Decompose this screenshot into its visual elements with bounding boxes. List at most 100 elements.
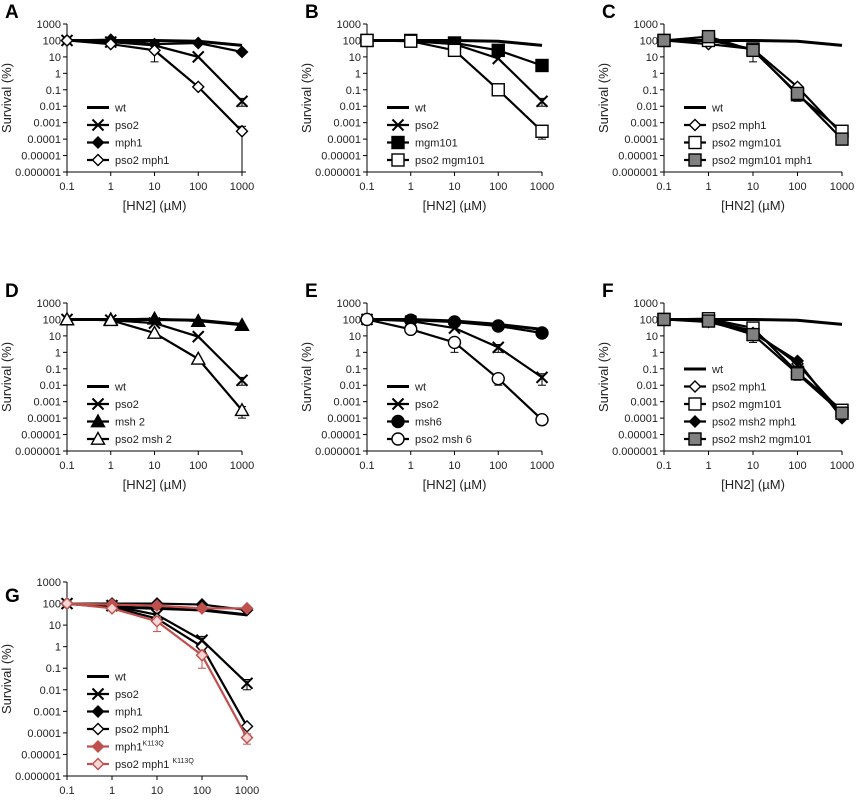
legend-label: pso2 mgm101 mph1 bbox=[712, 155, 812, 167]
x-tick-label: 0.1 bbox=[359, 181, 374, 193]
legend-item: wt bbox=[87, 103, 126, 115]
legend-label-text: pso2 mph1 bbox=[115, 724, 169, 736]
legend-item: pso2 mph1 bbox=[87, 722, 169, 736]
legend-label-text: wt bbox=[414, 103, 426, 115]
y-tick-label: 10 bbox=[49, 52, 61, 64]
legend-label-text: pso2 bbox=[115, 689, 139, 701]
data-point bbox=[746, 43, 760, 58]
legend-swatch-marker bbox=[91, 705, 105, 718]
y-axis-title: Survival (%) bbox=[0, 342, 14, 412]
data-point bbox=[791, 354, 804, 368]
x-tick-label: 10 bbox=[747, 181, 759, 193]
data-point bbox=[447, 43, 462, 58]
data-point bbox=[59, 311, 75, 326]
series-pso2-mgm101-mph1 bbox=[657, 29, 849, 146]
legend-label-text: mph1 bbox=[115, 138, 143, 150]
y-tick-label: 1 bbox=[652, 347, 658, 359]
legend-swatch-marker bbox=[91, 153, 105, 167]
x-tick-label: 1 bbox=[408, 460, 414, 472]
data-point bbox=[535, 124, 549, 138]
data-point bbox=[150, 599, 164, 613]
x-tick-label: 1000 bbox=[830, 460, 854, 472]
legend-item: wt bbox=[87, 382, 126, 394]
y-tick-label: 0.1 bbox=[346, 364, 361, 376]
chart-panel-g: G 1000 100 10 1 0.1 0.01 0.001 0.0001 0.00001 0.00… bbox=[0, 577, 259, 797]
data-point-b bbox=[492, 341, 505, 354]
legend-label: mgm101 bbox=[415, 138, 458, 150]
legend-label: msh6 bbox=[415, 417, 442, 429]
data-point bbox=[60, 33, 74, 47]
data-point bbox=[234, 402, 250, 417]
panel-letter: E bbox=[305, 281, 318, 302]
data-point-b bbox=[235, 374, 249, 387]
legend-label: wt bbox=[414, 382, 426, 394]
legend-swatch-marker bbox=[391, 432, 405, 446]
x-tick-label: 100 bbox=[189, 181, 207, 193]
legend-label: pso2 bbox=[115, 399, 139, 411]
legend-swatch-marker bbox=[688, 397, 702, 411]
data-point bbox=[491, 83, 505, 97]
y-tick-label: 0.001 bbox=[33, 706, 61, 718]
legend-label: wt bbox=[114, 672, 126, 684]
data-point bbox=[146, 310, 163, 325]
legend-item: mph1K113Q bbox=[87, 740, 164, 754]
x-axis-title: [HN2] (µM) bbox=[423, 477, 487, 492]
x-tick-label: 10 bbox=[448, 460, 460, 472]
legend-label: wt bbox=[114, 382, 126, 394]
x-tick-label: 0.1 bbox=[59, 181, 74, 193]
legend-item: pso2 bbox=[87, 118, 139, 132]
legend-item: pso2 bbox=[87, 687, 139, 701]
legend-swatch-marker bbox=[391, 153, 405, 167]
y-tick-label: 0.1 bbox=[643, 85, 658, 97]
y-tick-label: 0.001 bbox=[630, 397, 658, 409]
data-point bbox=[240, 731, 254, 745]
chart-panel-f: F 1000 100 10 1 0.1 0.01 0.001 0.0001 0.00001 0.00… bbox=[596, 281, 854, 492]
x-tick-label: 0.1 bbox=[59, 785, 74, 797]
legend-label-text: pso2 mgm101 bbox=[712, 138, 782, 150]
legend-label: pso2 mgm101 bbox=[712, 399, 782, 411]
data-point bbox=[746, 327, 760, 342]
data-point bbox=[360, 33, 374, 48]
legend-label-superscript: K113Q bbox=[172, 758, 194, 765]
data-point bbox=[790, 367, 805, 381]
legend-label-text: pso2 mph1 bbox=[712, 382, 766, 394]
legend-label: pso2 mgm101 bbox=[415, 155, 485, 167]
legend-label-text: wt bbox=[114, 672, 126, 684]
x-tick-label: 1 bbox=[108, 460, 114, 472]
y-tick-label: 0.1 bbox=[46, 663, 61, 675]
panel-letter: F bbox=[602, 281, 614, 302]
legend-swatch-marker bbox=[391, 414, 405, 429]
y-tick-label: 1000 bbox=[37, 19, 61, 31]
y-tick-label: 0.001 bbox=[33, 397, 61, 409]
chart-panel-c: C 1000 100 10 1 0.1 0.01 0.001 0.0001 0.00001 0.00… bbox=[596, 2, 854, 213]
x-axis-title: [HN2] (µM) bbox=[721, 198, 785, 213]
x-tick-label: 1 bbox=[108, 181, 114, 193]
legend-label: mph1 bbox=[115, 138, 143, 150]
legend-item: pso2 mgm101 bbox=[387, 153, 485, 167]
legend-swatch-marker bbox=[688, 153, 702, 167]
legend-item: wt bbox=[684, 103, 723, 115]
data-point bbox=[835, 132, 849, 146]
legend-swatch-marker bbox=[90, 413, 106, 428]
y-tick-label: 100 bbox=[640, 35, 658, 47]
chart-panel-e: E 1000 100 10 1 0.1 0.01 0.001 0.0001 0.00001 0.00… bbox=[299, 281, 554, 492]
y-tick-label: 1000 bbox=[634, 19, 658, 31]
y-tick-label: 0.001 bbox=[630, 118, 658, 130]
y-tick-label: 0.00001 bbox=[21, 749, 61, 761]
legend-item: pso2 mgm101 bbox=[684, 397, 782, 411]
y-tick-label: 1 bbox=[55, 642, 61, 654]
legend-label-text: pso2 bbox=[415, 120, 439, 132]
legend-label-text: pso2 bbox=[115, 120, 139, 132]
data-point bbox=[535, 413, 549, 427]
legend-item: msh 2 bbox=[87, 413, 145, 429]
legend-label-text: pso2 mgm101 mph1 bbox=[712, 155, 812, 167]
legend-item: pso2 bbox=[387, 118, 439, 132]
y-tick-label: 0.0001 bbox=[624, 413, 658, 425]
legend-label-text: pso2 mgm101 bbox=[712, 399, 782, 411]
legend-label: wt bbox=[711, 103, 723, 115]
legend-item: pso2 msh2 mgm101 bbox=[684, 432, 812, 446]
y-tick-label: 1 bbox=[55, 347, 61, 359]
data-point bbox=[235, 124, 249, 138]
data-point bbox=[701, 29, 716, 44]
